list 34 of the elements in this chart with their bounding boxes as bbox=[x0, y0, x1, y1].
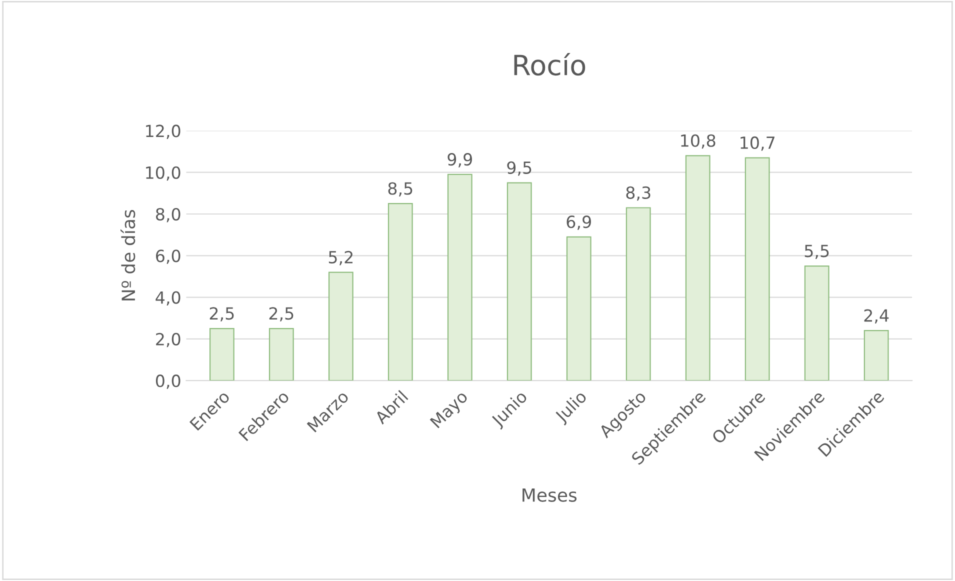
x-axis-title: Meses bbox=[522, 488, 577, 502]
data-label: 5,2 bbox=[328, 250, 352, 266]
bar bbox=[566, 236, 592, 381]
data-label: 10,7 bbox=[740, 136, 774, 151]
data-label: 6,9 bbox=[566, 216, 591, 230]
bar bbox=[744, 157, 770, 381]
y-tick-label: 6,0 bbox=[156, 250, 180, 264]
data-label: 8,5 bbox=[388, 182, 412, 197]
bar bbox=[268, 328, 294, 381]
y-tick-label: 12,0 bbox=[146, 124, 180, 139]
y-tick-label: 0,0 bbox=[156, 374, 180, 389]
chart-title: Rocío bbox=[514, 52, 586, 76]
bar bbox=[328, 272, 354, 381]
data-label: 2,5 bbox=[269, 307, 294, 322]
data-label: 2,5 bbox=[210, 307, 234, 322]
data-label: 9,5 bbox=[507, 161, 532, 176]
data-label: 5,5 bbox=[804, 244, 829, 259]
bar bbox=[626, 207, 651, 381]
data-label: 8,3 bbox=[626, 186, 650, 201]
data-label: 10,8 bbox=[681, 134, 716, 149]
y-axis-title: Nº de días bbox=[120, 210, 136, 300]
bar bbox=[804, 265, 830, 381]
data-label: 2,4 bbox=[864, 309, 889, 324]
bar bbox=[209, 328, 234, 381]
y-tick-label: 2,0 bbox=[156, 332, 180, 348]
y-tick-label: 10,0 bbox=[146, 166, 180, 181]
data-label: 9,9 bbox=[448, 153, 472, 168]
bar bbox=[388, 203, 413, 381]
y-tick-label: 8,0 bbox=[156, 208, 180, 222]
bar bbox=[447, 174, 472, 381]
y-tick-label: 4,0 bbox=[156, 291, 180, 306]
bar bbox=[685, 155, 710, 381]
bar bbox=[506, 182, 532, 381]
bar bbox=[864, 330, 889, 381]
